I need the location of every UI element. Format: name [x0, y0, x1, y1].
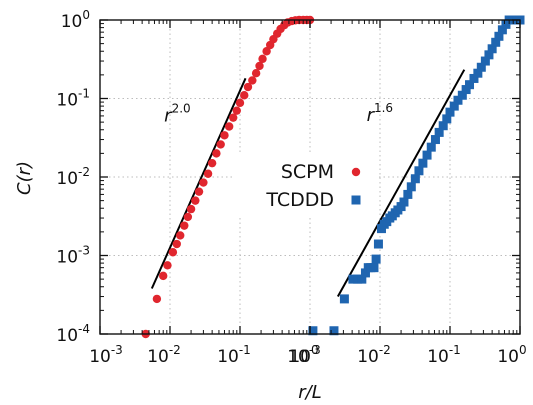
legend-marker-tcddd [351, 195, 361, 205]
data-point-tcddd [476, 62, 486, 72]
x-tick-label: 10-1 [217, 343, 251, 367]
data-point-scpm [159, 271, 168, 281]
data-point-scpm [255, 61, 264, 71]
data-point-tcddd [406, 182, 416, 192]
data-point-tcddd [438, 121, 448, 131]
data-point-scpm [176, 231, 185, 240]
x-tick-label: 100 [497, 343, 526, 367]
data-point-tcddd [426, 142, 436, 152]
y-tick-label: 10-1 [56, 87, 90, 111]
data-point-tcddd [473, 68, 483, 78]
data-point-tcddd [497, 25, 507, 35]
x-tick-label: 100 [289, 343, 318, 367]
data-point-tcddd [465, 80, 475, 90]
data-point-scpm [216, 140, 225, 149]
data-point-scpm [203, 169, 213, 178]
data-point-tcddd [430, 135, 440, 145]
data-point-tcddd [308, 326, 318, 336]
power-law-label: r1.6 [367, 101, 394, 126]
x-axis-label: r/L [298, 382, 322, 403]
data-point-scpm [152, 294, 162, 304]
data-point-tcddd [396, 202, 406, 212]
power-law-guide [336, 69, 466, 298]
y-axis-label: C(r) [14, 161, 35, 195]
data-point-scpm [220, 131, 229, 140]
data-point-scpm [199, 178, 208, 187]
data-point-scpm [194, 187, 204, 196]
data-point-scpm [168, 248, 178, 257]
x-tick-label: 10-1 [427, 343, 461, 367]
data-point-tcddd [373, 239, 383, 249]
y-tick-label: 10-4 [56, 322, 90, 346]
data-point-scpm [163, 261, 172, 270]
data-point-scpm [186, 204, 196, 214]
data-point-scpm [191, 196, 200, 205]
data-point-scpm [224, 122, 234, 131]
power-law-guide [150, 77, 247, 289]
data-point-tcddd [457, 90, 467, 100]
guide-lines: r2.0 r1.6 [150, 69, 466, 298]
data-markers [141, 15, 525, 339]
data-point-scpm [258, 54, 267, 64]
data-point-tcddd [418, 158, 428, 168]
data-point-tcddd [449, 101, 459, 111]
legend-label-tcddd: TCDDD [265, 189, 334, 211]
data-point-tcddd [422, 150, 432, 160]
data-point-tcddd [403, 189, 413, 199]
grid [100, 19, 520, 335]
y-tick-label: 10-2 [56, 165, 90, 189]
data-point-scpm [212, 149, 221, 158]
data-point-scpm [229, 113, 238, 122]
y-tick-label: 100 [61, 8, 90, 32]
data-point-tcddd [369, 263, 379, 273]
legend-label-scpm: SCPM [281, 161, 334, 183]
data-point-scpm [248, 76, 257, 85]
data-point-scpm [240, 91, 249, 100]
data-point-tcddd [399, 197, 409, 207]
power-law-label: r2.0 [164, 101, 191, 126]
data-point-tcddd [348, 274, 358, 284]
data-point-tcddd [339, 294, 349, 304]
x-tick-label: 10-3 [89, 343, 123, 367]
data-point-scpm [262, 47, 271, 56]
data-point-tcddd [410, 174, 420, 184]
data-point-tcddd [329, 326, 339, 336]
data-point-scpm [207, 158, 217, 168]
plot-border [99, 19, 521, 335]
data-point-scpm [180, 221, 189, 230]
data-point-tcddd [434, 127, 444, 137]
data-point-tcddd [491, 37, 501, 47]
legend-box [232, 152, 378, 216]
data-point-scpm [251, 69, 261, 78]
data-point-tcddd [469, 73, 479, 83]
data-point-scpm [235, 98, 245, 108]
data-point-tcddd [357, 274, 367, 284]
data-point-tcddd [487, 44, 497, 54]
data-point-tcddd [442, 114, 452, 124]
data-point-tcddd [484, 50, 494, 60]
plot-frame [99, 19, 521, 335]
data-point-tcddd [371, 254, 381, 264]
data-point-scpm [243, 82, 253, 92]
legend-marker-scpm [351, 167, 361, 177]
data-point-tcddd [461, 85, 471, 95]
data-point-tcddd [480, 56, 490, 66]
data-point-tcddd [360, 268, 370, 278]
x-tick-label: 10-3 [287, 343, 321, 367]
data-point-scpm [172, 239, 181, 249]
data-point-tcddd [494, 31, 504, 41]
data-point-tcddd [414, 166, 424, 176]
data-point-tcddd [445, 107, 455, 117]
data-point-scpm [232, 106, 241, 115]
y-tick-label: 10-3 [56, 244, 90, 268]
x-tick-label: 10-2 [357, 343, 391, 367]
data-point-scpm [183, 212, 193, 222]
data-point-tcddd [453, 95, 463, 105]
x-tick-label: 10-2 [147, 343, 181, 367]
